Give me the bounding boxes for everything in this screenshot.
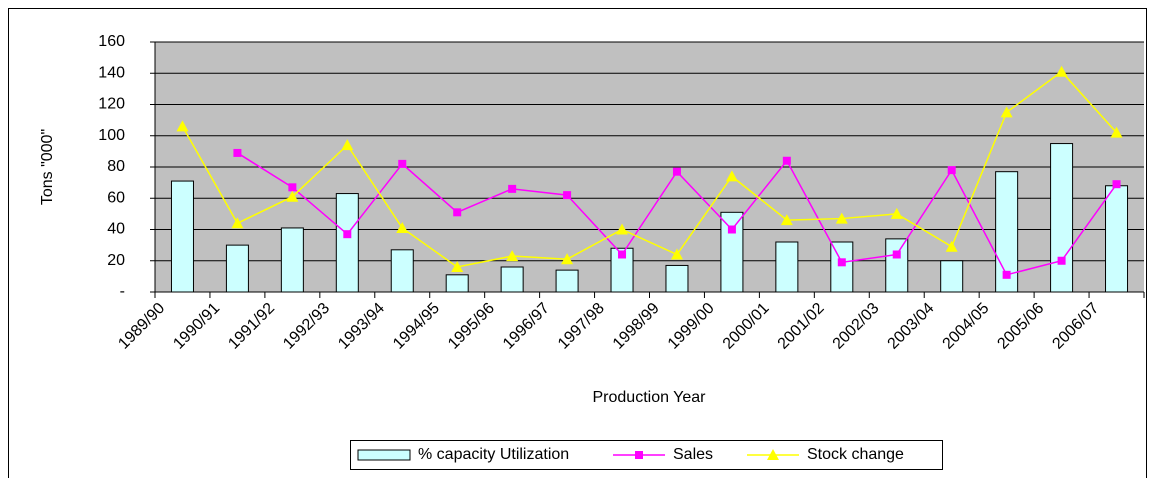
marker — [233, 148, 242, 157]
bar — [555, 269, 579, 293]
bar — [170, 180, 194, 293]
legend-label: % capacity Utilization — [418, 446, 569, 463]
x-tick-label: 1990/91 — [170, 300, 223, 353]
y-tick-label: 60 — [107, 189, 125, 206]
y-axis-title: Tons "000" — [39, 129, 56, 205]
bar — [775, 241, 799, 293]
x-tick-label: 1992/93 — [280, 300, 333, 353]
bar — [335, 193, 359, 293]
bar — [885, 238, 909, 293]
legend-swatch — [357, 449, 411, 461]
marker — [453, 208, 462, 217]
marker — [1000, 106, 1013, 118]
bar — [225, 244, 249, 293]
marker — [1110, 126, 1123, 138]
y-tick-label: 80 — [107, 158, 125, 175]
marker — [725, 170, 738, 182]
marker — [561, 253, 574, 265]
x-tick-label: 2004/05 — [940, 300, 993, 353]
x-tick-label: 1993/94 — [335, 300, 388, 353]
y-tick-label: 160 — [98, 33, 125, 50]
legend-label: Stock change — [807, 446, 904, 463]
x-tick-label: 2002/03 — [830, 300, 883, 353]
marker — [618, 250, 627, 259]
x-tick-label: 1994/95 — [390, 300, 443, 353]
marker — [1055, 65, 1068, 77]
x-tick-label: 1999/00 — [665, 300, 718, 353]
bar — [995, 171, 1019, 293]
marker — [563, 191, 572, 200]
x-tick-label: 1997/98 — [555, 300, 608, 353]
legend-marker — [635, 451, 643, 459]
marker — [780, 214, 793, 226]
x-tick-label: 2003/04 — [885, 300, 938, 353]
bar — [500, 266, 524, 293]
marker — [672, 167, 681, 176]
bar — [1105, 185, 1129, 293]
marker — [398, 159, 407, 168]
marker — [506, 250, 519, 262]
y-tick-label: - — [120, 283, 125, 300]
marker — [343, 230, 352, 239]
x-tick-label: 2006/07 — [1049, 300, 1102, 353]
bar — [665, 264, 689, 293]
bar — [280, 227, 304, 293]
marker — [890, 207, 903, 219]
marker — [451, 261, 464, 272]
marker — [1057, 256, 1066, 265]
marker — [231, 217, 244, 229]
chart-border — [8, 8, 1147, 478]
marker — [1002, 270, 1011, 279]
x-tick-label: 1989/90 — [115, 300, 168, 353]
bar — [830, 241, 854, 293]
x-tick-label: 2001/02 — [775, 300, 828, 353]
x-axis-title: Production Year — [593, 389, 707, 406]
marker — [616, 223, 629, 235]
bar — [610, 247, 634, 293]
x-tick-label: 1991/92 — [225, 300, 278, 353]
bar — [445, 274, 469, 293]
bar — [390, 249, 414, 293]
bar — [940, 260, 964, 293]
x-tick-label: 2000/01 — [720, 300, 773, 353]
y-tick-label: 140 — [98, 64, 125, 81]
marker — [286, 190, 299, 202]
marker — [176, 120, 189, 132]
marker — [837, 258, 846, 267]
marker — [396, 221, 409, 233]
line — [181, 70, 1118, 268]
legend-label: Sales — [673, 446, 713, 463]
bar — [720, 211, 744, 293]
x-tick-label: 1995/96 — [445, 300, 498, 353]
marker — [670, 248, 683, 260]
x-tick-label: 2005/06 — [994, 300, 1047, 353]
marker — [727, 225, 736, 234]
marker — [508, 184, 517, 193]
marker — [782, 156, 791, 165]
marker — [947, 166, 956, 175]
marker — [835, 212, 848, 224]
x-tick-label: 1996/97 — [500, 300, 553, 353]
y-tick-label: 40 — [107, 221, 125, 238]
legend-marker — [767, 449, 779, 460]
marker — [945, 240, 958, 252]
x-tick-label: 1998/99 — [610, 300, 663, 353]
marker — [288, 183, 297, 192]
y-tick-label: 120 — [98, 96, 125, 113]
y-tick-label: 20 — [107, 252, 125, 269]
marker — [1112, 180, 1121, 189]
marker — [341, 139, 354, 151]
y-tick-label: 100 — [98, 127, 125, 144]
bar — [1050, 143, 1074, 293]
marker — [892, 250, 901, 259]
